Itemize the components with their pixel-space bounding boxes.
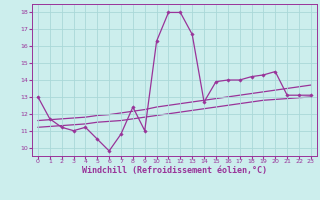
X-axis label: Windchill (Refroidissement éolien,°C): Windchill (Refroidissement éolien,°C): [82, 166, 267, 175]
